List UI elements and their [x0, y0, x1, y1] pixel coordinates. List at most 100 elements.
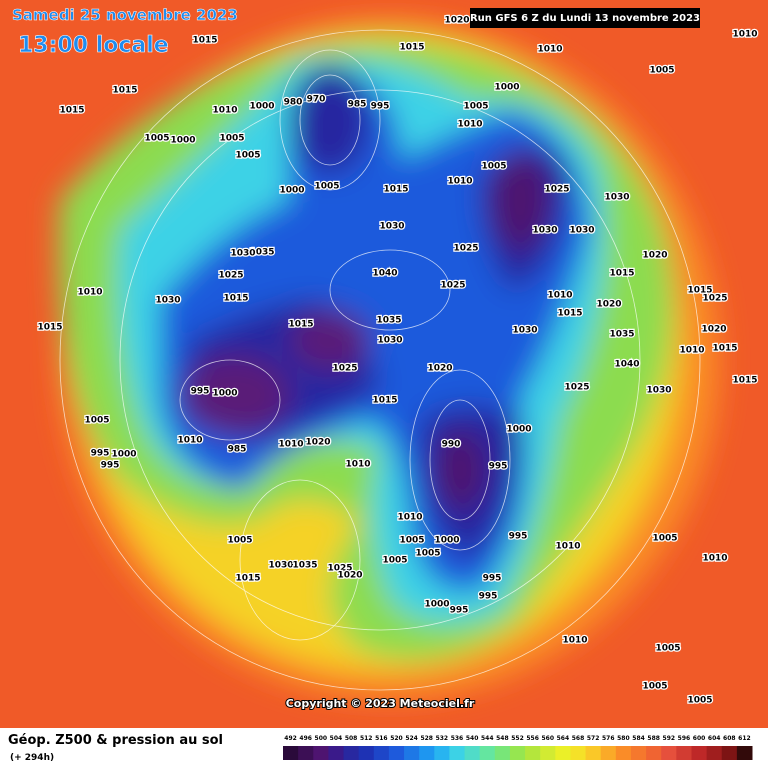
pressure-label: 1015 [37, 323, 62, 333]
pressure-label: 1035 [609, 330, 634, 340]
pressure-label: 1020 [642, 251, 667, 261]
pressure-label: 1030 [646, 386, 671, 396]
pressure-label: 1030 [569, 226, 594, 236]
pressure-label: 1000 [494, 83, 519, 93]
pressure-label: 1010 [702, 554, 727, 564]
colorbar-tick-label: 580 [617, 735, 630, 742]
colorbar-tick-label: 612 [738, 735, 751, 742]
pressure-label: 1015 [383, 185, 408, 195]
color-swatch [646, 746, 662, 760]
pressure-label: 1015 [235, 574, 260, 584]
pressure-label: 1015 [59, 106, 84, 116]
pressure-label: 1015 [192, 36, 217, 46]
color-swatch [691, 746, 708, 760]
pressure-label: 985 [228, 445, 247, 455]
color-swatch [540, 746, 556, 760]
color-swatch [434, 746, 450, 760]
pressure-label: 1015 [288, 320, 313, 330]
pressure-label: 995 [483, 574, 502, 584]
colorbar-tick-label: 552 [511, 735, 524, 742]
color-swatch [283, 746, 299, 760]
pressure-label: 1010 [212, 106, 237, 116]
time: 13:00 locale [18, 33, 169, 58]
pressure-label: 985 [348, 100, 367, 110]
colorbar-tick-label: 520 [390, 735, 403, 742]
pressure-label: 1010 [77, 288, 102, 298]
colorbar-tick-label: 576 [602, 735, 615, 742]
pressure-label: 1010 [278, 440, 303, 450]
pressure-label: 1005 [235, 151, 260, 161]
color-swatch [736, 746, 753, 760]
pressure-label: 1010 [562, 636, 587, 646]
color-swatch [404, 746, 420, 760]
pressure-label: 1000 [424, 600, 449, 610]
color-swatch [570, 746, 587, 760]
colorbar-tick-label: 572 [587, 735, 600, 742]
color-swatch [676, 746, 692, 760]
pressure-label: 1005 [649, 66, 674, 76]
date: Samedi 25 novembre 2023 [12, 6, 238, 24]
color-swatch [706, 746, 723, 760]
lead-time: (+ 294h) [10, 753, 54, 763]
pressure-label: 1015 [687, 286, 712, 296]
pressure-label: 1005 [415, 549, 440, 559]
pressure-label: 1015 [372, 396, 397, 406]
pressure-label: 1015 [223, 294, 248, 304]
pressure-label: 1030 [379, 222, 404, 232]
pressure-label: 980 [284, 98, 303, 108]
color-swatch [358, 746, 375, 760]
pressure-label: 1040 [614, 360, 639, 370]
colorbar-tick-label: 568 [572, 735, 585, 742]
color-swatch [388, 746, 405, 760]
color-swatch [449, 746, 466, 760]
pressure-label: 990 [442, 440, 461, 450]
pressure-label: 1005 [463, 102, 488, 112]
pressure-label: 995 [371, 102, 390, 112]
pressure-label: 1035 [292, 561, 317, 571]
colorbar-tick-label: 516 [375, 735, 388, 742]
color-swatch [555, 746, 571, 760]
colorbar-tick-label: 556 [526, 735, 539, 742]
pressure-label: 1015 [399, 43, 424, 53]
pressure-label: 1010 [345, 460, 370, 470]
pressure-label: 1030 [230, 249, 255, 259]
colorbar-tick-label: 592 [663, 735, 676, 742]
pressure-label: 1025 [702, 294, 727, 304]
pressure-label: 1000 [170, 136, 195, 146]
color-swatch [373, 746, 390, 760]
pressure-label: 1015 [712, 344, 737, 354]
pressure-label: 1005 [399, 536, 424, 546]
pressure-label: 1005 [642, 682, 667, 692]
pressure-label: 1000 [506, 425, 531, 435]
pressure-label: 1010 [537, 45, 562, 55]
pressure-label: 995 [91, 449, 110, 459]
pressure-label: 1010 [397, 513, 422, 523]
pressure-label: 995 [101, 461, 120, 471]
run-info: Run GFS 6 Z du Lundi 13 novembre 2023 [470, 13, 700, 24]
pressure-label: 995 [509, 532, 528, 542]
map-field [0, 0, 768, 728]
pressure-label: 1010 [555, 542, 580, 552]
pressure-label: 995 [191, 387, 210, 397]
pressure-label: 1010 [679, 346, 704, 356]
color-swatch [509, 746, 526, 760]
pressure-label: 970 [307, 95, 326, 105]
pressure-label: 1015 [732, 376, 757, 386]
colorbar-tick-label: 600 [693, 735, 706, 742]
color-swatch [343, 746, 360, 760]
pressure-label: 1010 [732, 30, 757, 40]
colorbar-tick-label: 500 [315, 735, 328, 742]
pressure-label: 1040 [372, 269, 397, 279]
pressure-label: 1005 [687, 696, 712, 706]
colorbar-tick-label: 532 [436, 735, 449, 742]
colorbar-tick-label: 492 [284, 735, 297, 742]
pressure-label: 1000 [249, 102, 274, 112]
colorbar-tick-label: 564 [557, 735, 570, 742]
pressure-label: 1000 [279, 186, 304, 196]
colorbar-tick-label: 504 [330, 735, 343, 742]
pressure-label: 1020 [305, 438, 330, 448]
pressure-label: 1030 [512, 326, 537, 336]
copyright: Copyright © 2023 Meteociel.fr [286, 697, 475, 710]
color-swatch [615, 746, 632, 760]
color-swatch [494, 746, 511, 760]
